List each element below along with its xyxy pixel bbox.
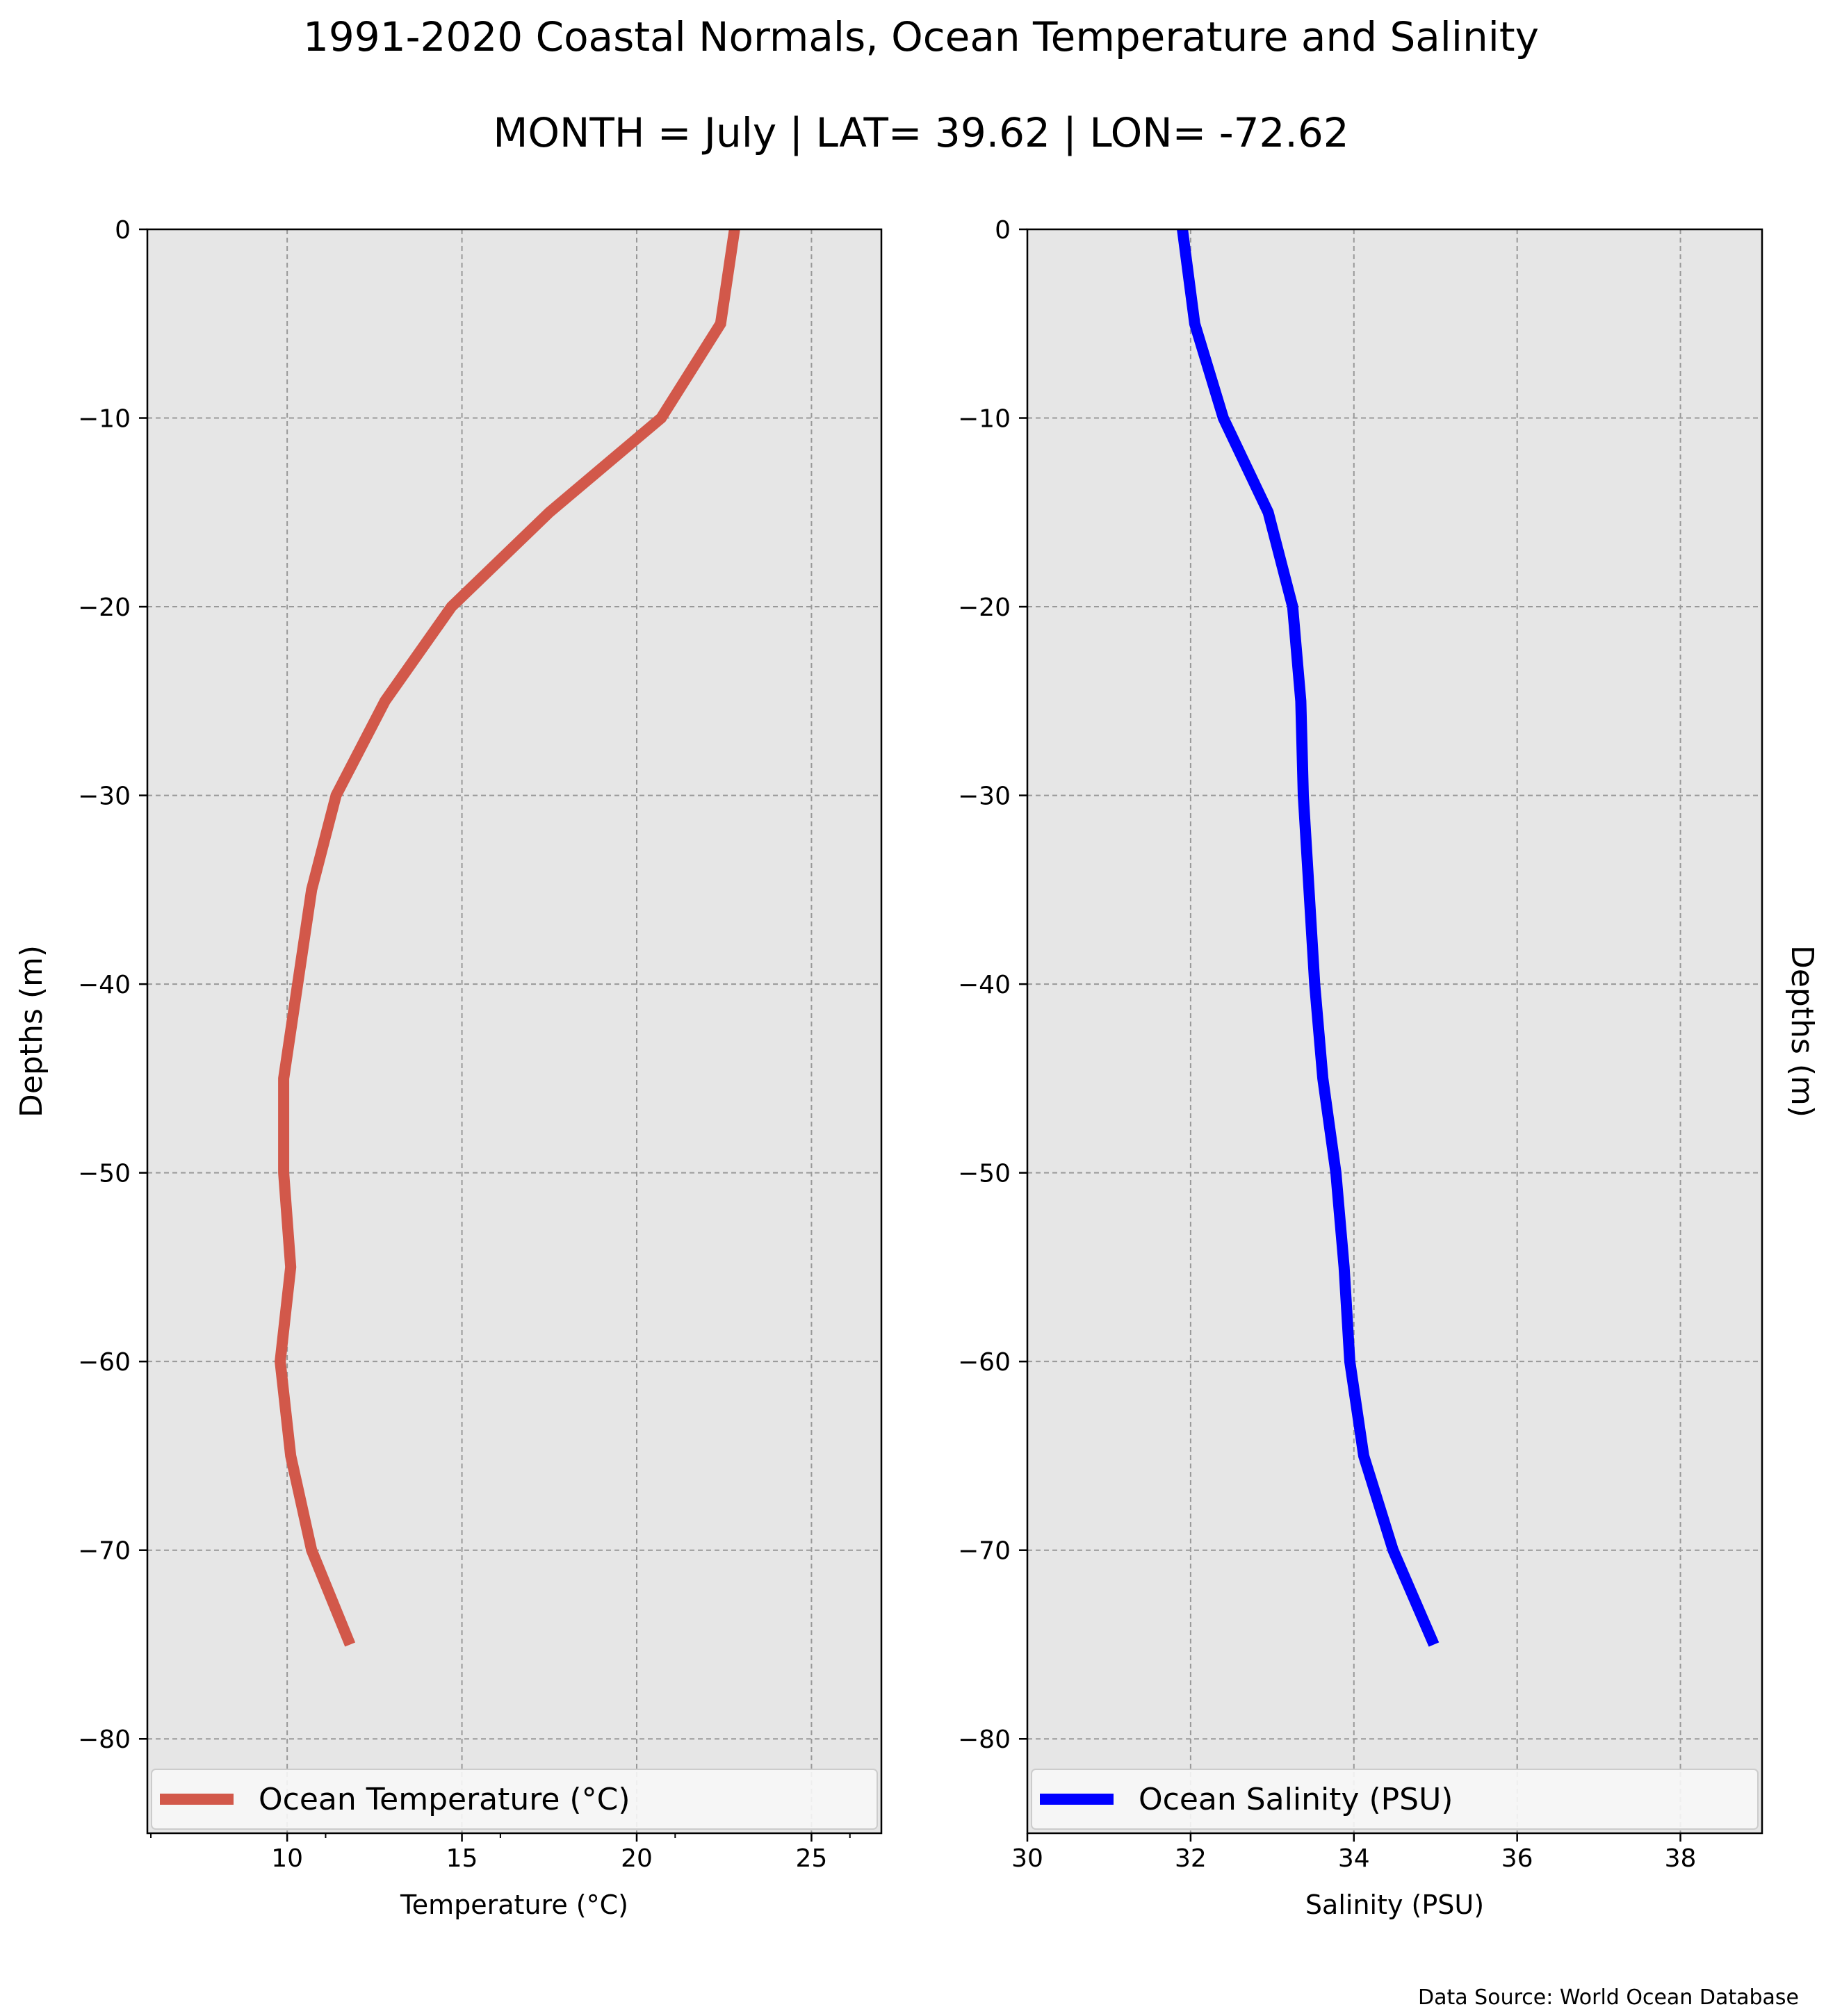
y-tick-label: −40 [78, 971, 131, 999]
x-tick-label: 34 [1338, 1844, 1370, 1873]
y-tick-label: −70 [78, 1537, 131, 1566]
y-tick-label: −60 [78, 1348, 131, 1377]
y-tick-label: −30 [78, 782, 131, 811]
chart-panel-1: 10 15 20 25 0 −10 −20 −30 −40 −50 −60 −70 −80 Tempera… [14, 216, 883, 1920]
series-line [1177, 228, 1440, 1647]
series-line [275, 228, 740, 1647]
y-tick-label: −30 [958, 782, 1011, 811]
legend-label: Ocean Salinity (PSU) [1139, 1782, 1453, 1817]
y-tick-label: 0 [995, 216, 1011, 245]
y-tick-label: −50 [78, 1160, 131, 1188]
x-tick-label: 10 [271, 1844, 303, 1873]
y-axis-label: Depths (m) [14, 945, 49, 1117]
legend-label: Ocean Temperature (°C) [259, 1782, 630, 1817]
y-tick-label: −10 [958, 405, 1011, 434]
y-tick-label: −80 [958, 1726, 1011, 1754]
x-tick-label: 20 [621, 1844, 653, 1873]
y-tick-label: −60 [958, 1348, 1011, 1377]
legend: Ocean Salinity (PSU) [1031, 1769, 1759, 1830]
x-tick-label: 15 [446, 1844, 478, 1873]
y-tick-label: −50 [958, 1160, 1011, 1188]
x-tick-label: 36 [1501, 1844, 1533, 1873]
y-axis-label: Depths (m) [1784, 945, 1820, 1117]
chart-panel-2: 30 32 34 36 38 0 −10 −20 −30 −40 −50 −60 −70 −80 Salin… [958, 216, 1820, 1920]
plot-area [147, 229, 881, 1833]
y-tick-label: 0 [115, 216, 131, 245]
legend: Ocean Temperature (°C) [151, 1769, 878, 1830]
chart-title: 1991-2020 Coastal Normals, Ocean Tempera… [303, 13, 1539, 60]
plot-frame [1026, 228, 1763, 1835]
y-tick-label: −40 [958, 971, 1011, 999]
y-tick-label: −80 [78, 1726, 131, 1754]
x-tick-label: 38 [1665, 1844, 1697, 1873]
x-tick-label: 30 [1011, 1844, 1043, 1873]
legend-box [1031, 1769, 1759, 1830]
x-axis-label: Salinity (PSU) [1305, 1890, 1484, 1920]
x-tick-label: 25 [796, 1844, 828, 1873]
x-tick-label: 32 [1175, 1844, 1207, 1873]
data-source-note: Data Source: World Ocean Database [1418, 1985, 1799, 2010]
plot-frame [146, 228, 883, 1835]
chart-subtitle: MONTH = July | LAT= 39.62 | LON= -72.62 [493, 109, 1349, 156]
plot-area [1027, 229, 1762, 1833]
y-tick-label: −70 [958, 1537, 1011, 1566]
legend-box [151, 1769, 878, 1830]
y-tick-label: −10 [78, 405, 131, 434]
y-tick-label: −20 [78, 593, 131, 622]
x-axis-label: Temperature (°C) [400, 1890, 628, 1920]
y-tick-label: −20 [958, 593, 1011, 622]
